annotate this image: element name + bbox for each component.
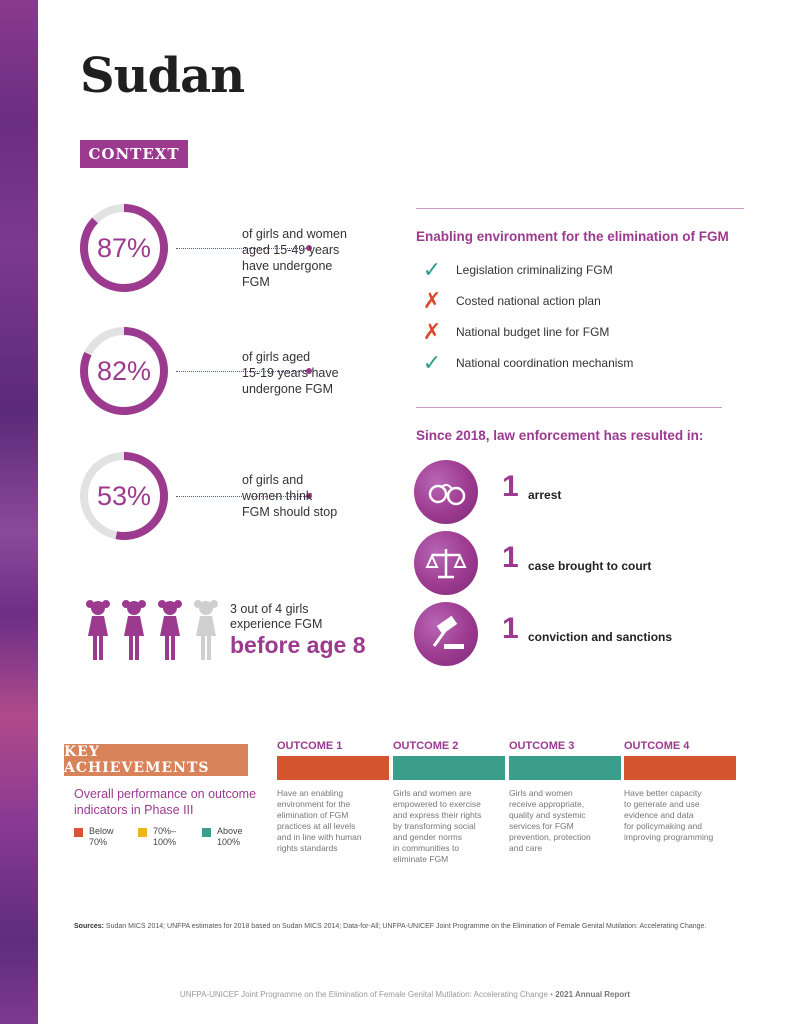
- enforcement-item-court: 1 case brought to court: [414, 531, 744, 595]
- divider: [416, 407, 722, 408]
- enforcement-item-conviction: 1 conviction and sanctions: [414, 602, 744, 666]
- env-item: ✓ Legislation criminalizing FGM: [420, 258, 613, 282]
- outcome-1: OUTCOME 1 Have an enabling environment f…: [277, 740, 389, 854]
- stat-percent: 87%: [96, 232, 152, 263]
- legend-label: Below 70%: [89, 826, 114, 847]
- connector-line: [176, 245, 312, 251]
- outcome-status-bar: [277, 756, 389, 780]
- enforcement-number: 1: [502, 470, 519, 503]
- check-icon: ✓: [422, 350, 442, 375]
- cross-icon: ✗: [422, 319, 442, 344]
- outcome-4: OUTCOME 4 Have better capacity to genera…: [624, 740, 736, 843]
- stat-item-3: 53% of girls and women think FGM should …: [78, 450, 378, 542]
- stat-description: of girls and women aged 15-49 years have…: [242, 227, 347, 289]
- outcome-3: OUTCOME 3 Girls and women receive approp…: [509, 740, 621, 854]
- donut-ring: [80, 327, 168, 415]
- enabling-environment-heading: Enabling environment for the elimination…: [416, 229, 729, 244]
- outcome-2: OUTCOME 2 Girls and women are empowered …: [393, 740, 505, 865]
- env-item-label: Legislation criminalizing FGM: [456, 263, 613, 277]
- girls-caption: 3 out of 4 girls experience FGM: [230, 602, 323, 631]
- girls-emphasis: before age 8: [230, 632, 366, 658]
- donut-ring: [80, 452, 168, 540]
- connector-line: [176, 368, 312, 374]
- page-footer: UNFPA-UNICEF Joint Programme on the Elim…: [145, 990, 665, 999]
- outcome-title: OUTCOME 1: [277, 740, 343, 752]
- outcome-status-bar: [624, 756, 736, 780]
- legend-label: Above 100%: [217, 826, 243, 847]
- sources-label: Sources:: [74, 923, 104, 930]
- key-achievements-tag: KEY ACHIEVEMENTS: [64, 744, 248, 776]
- enforcement-item-arrest: 1 arrest: [414, 460, 744, 524]
- env-item-label: National coordination mechanism: [456, 356, 634, 370]
- outcome-title: OUTCOME 4: [624, 740, 690, 752]
- law-enforcement-heading: Since 2018, law enforcement has resulted…: [416, 428, 704, 443]
- scales-icon: [414, 531, 478, 595]
- connector-line: [176, 493, 312, 499]
- girls-illustration: [84, 598, 224, 662]
- legend-item-below: Below 70%: [74, 826, 114, 848]
- performance-title: Overall performance on outcome indicator…: [74, 787, 257, 817]
- env-item: ✗ Costed national action plan: [420, 289, 601, 313]
- legend-swatch: [138, 828, 147, 837]
- outcome-status-bar: [509, 756, 621, 780]
- outcome-title: OUTCOME 3: [509, 740, 575, 752]
- env-item-label: Costed national action plan: [456, 294, 601, 308]
- gavel-icon: [414, 602, 478, 666]
- outcome-description: Girls and women receive appropriate, qua…: [509, 788, 591, 853]
- outcome-description: Have better capacity to generate and use…: [624, 788, 714, 842]
- stat-description: of girls and women think FGM should stop: [242, 473, 338, 519]
- footer-text: UNFPA-UNICEF Joint Programme on the Elim…: [179, 990, 548, 999]
- girl-icon: [86, 600, 110, 660]
- enforcement-number: 1: [502, 541, 519, 574]
- outcome-description: Have an enabling environment for the eli…: [277, 788, 362, 853]
- stat-percent: 53%: [96, 480, 152, 511]
- env-item: ✓ National coordination mechanism: [420, 350, 634, 375]
- girl-icon: [122, 600, 146, 660]
- env-item: ✗ National budget line for FGM: [420, 319, 610, 344]
- legend-swatch: [74, 828, 83, 837]
- sources-text: Sudan MICS 2014; UNFPA estimates for 201…: [105, 923, 707, 930]
- page-title: Sudan: [80, 48, 245, 104]
- legend-swatch: [202, 828, 211, 837]
- stat-item-2: 82% of girls aged 15-19 years have under…: [78, 325, 378, 417]
- enforcement-number: 1: [502, 612, 519, 645]
- enforcement-label: arrest: [528, 488, 562, 502]
- legend-item-middle: 70%– 100%: [138, 826, 176, 848]
- legend-item-above: Above 100%: [202, 826, 243, 848]
- girl-icon: [194, 600, 218, 660]
- girl-icon: [158, 600, 182, 660]
- stat-percent: 82%: [96, 355, 152, 386]
- outcome-title: OUTCOME 2: [393, 740, 459, 752]
- outcome-description: Girls and women are empowered to exercis…: [393, 788, 482, 864]
- divider: [416, 208, 744, 209]
- handcuffs-icon: [414, 460, 478, 524]
- enforcement-label: case brought to court: [528, 559, 652, 573]
- stat-item-1: 87% of girls and women aged 15-49 years …: [78, 202, 378, 294]
- footer-separator: •: [550, 990, 553, 999]
- check-icon: ✓: [422, 257, 442, 282]
- legend-label: 70%– 100%: [153, 826, 177, 847]
- cross-icon: ✗: [422, 288, 442, 313]
- context-tag: CONTEXT: [80, 140, 188, 168]
- footer-report: 2021 Annual Report: [555, 990, 631, 999]
- sources-note: Sources: Sudan MICS 2014; UNFPA estimate…: [74, 922, 724, 932]
- decorative-side-strip: [0, 0, 38, 1024]
- donut-ring: [80, 204, 168, 292]
- outcome-status-bar: [393, 756, 505, 780]
- stat-description: of girls aged 15-19 years have undergone…: [242, 350, 339, 396]
- enforcement-label: conviction and sanctions: [528, 630, 673, 644]
- env-item-label: National budget line for FGM: [456, 325, 610, 339]
